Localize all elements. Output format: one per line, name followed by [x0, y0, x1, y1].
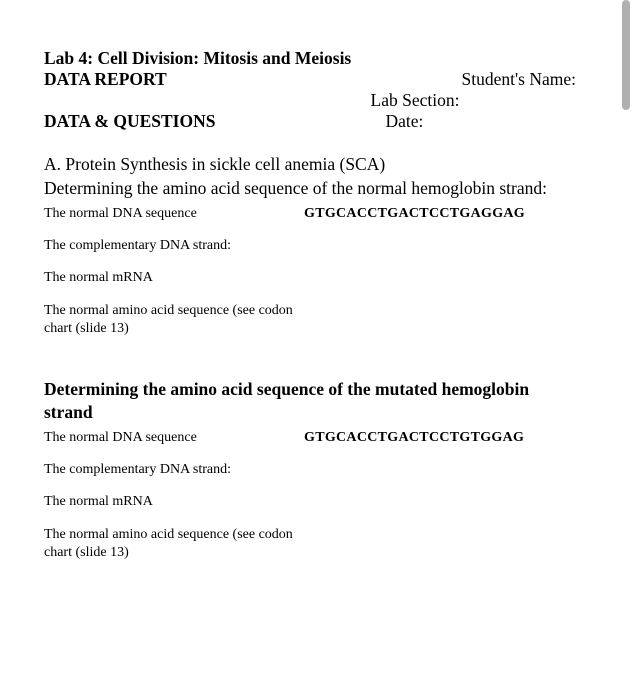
data-questions-label: DATA & QUESTIONS — [44, 111, 215, 132]
document-page: Lab 4: Cell Division: Mitosis and Meiosi… — [0, 0, 620, 582]
mutated-dna-sequence: GTGCACCTGACTCCTGTGGAG — [304, 430, 524, 446]
scrollbar[interactable] — [622, 0, 630, 110]
normal-dna-sequence: GTGCACCTGACTCCTGAGGAG — [304, 206, 525, 222]
section-a-heading: A. Protein Synthesis in sickle cell anem… — [44, 154, 576, 175]
normal-comp-strand-label: The complementary DNA strand: — [44, 238, 576, 254]
mutated-amino-label: The normal amino acid sequence (see codo… — [44, 526, 324, 562]
mutated-strand-heading: Determining the amino acid sequence of t… — [44, 378, 576, 424]
mutated-dna-label: The normal DNA sequence — [44, 430, 304, 446]
normal-dna-row: The normal DNA sequence GTGCACCTGACTCCTG… — [44, 206, 576, 222]
date-label: Date: — [215, 111, 423, 132]
normal-amino-label: The normal amino acid sequence (see codo… — [44, 302, 324, 338]
normal-dna-label: The normal DNA sequence — [44, 206, 304, 222]
normal-strand-heading: Determining the amino acid sequence of t… — [44, 177, 576, 200]
mutated-mrna-label: The normal mRNA — [44, 494, 576, 510]
mutated-dna-row: The normal DNA sequence GTGCACCTGACTCCTG… — [44, 430, 576, 446]
normal-mrna-label: The normal mRNA — [44, 270, 576, 286]
report-row: DATA REPORT Student's Name: — [44, 69, 576, 90]
data-report-label: DATA REPORT — [44, 69, 167, 90]
student-name-label: Student's Name: — [462, 69, 576, 90]
data-questions-row: DATA & QUESTIONS Date: — [44, 111, 576, 132]
mutated-comp-strand-label: The complementary DNA strand: — [44, 462, 576, 478]
lab-title: Lab 4: Cell Division: Mitosis and Meiosi… — [44, 48, 576, 69]
lab-section-label: Lab Section: — [44, 90, 576, 111]
